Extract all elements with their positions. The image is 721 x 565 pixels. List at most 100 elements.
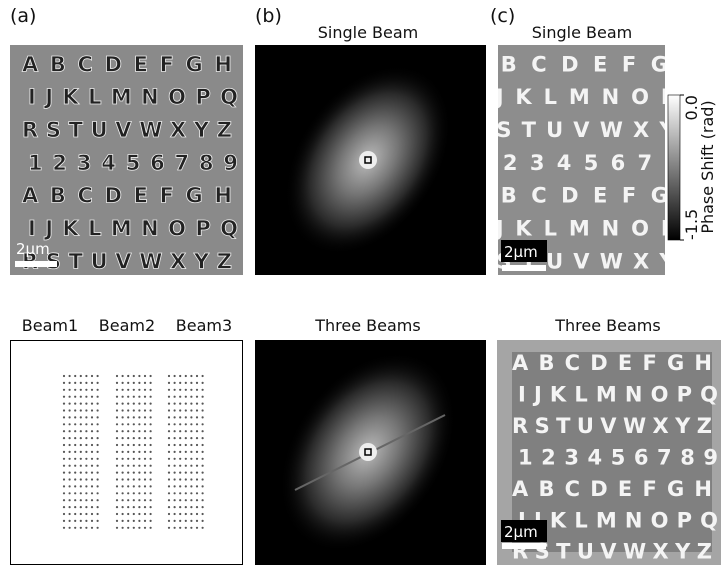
beam-position <box>85 409 87 411</box>
beam-position <box>144 409 146 411</box>
beam-position <box>122 472 124 474</box>
beam-position <box>74 382 76 384</box>
beam-position <box>168 403 170 405</box>
beam-position <box>202 499 204 501</box>
beam-position <box>196 389 198 391</box>
beam-position <box>202 472 204 474</box>
beam-position <box>85 437 87 439</box>
beam-position <box>97 403 99 405</box>
beam-position <box>138 485 140 487</box>
beam-position <box>127 444 129 446</box>
beam-position <box>91 465 93 467</box>
beam-position <box>174 451 176 453</box>
beam-position <box>91 492 93 494</box>
beam-position <box>168 382 170 384</box>
beam-position <box>74 485 76 487</box>
beam-position <box>97 527 99 529</box>
beam-position <box>138 492 140 494</box>
beam-position <box>97 472 99 474</box>
beam-position <box>138 478 140 480</box>
beam-position <box>97 492 99 494</box>
beam-position <box>80 403 82 405</box>
beam-position <box>179 403 181 405</box>
beam-position <box>127 478 129 480</box>
beam-position <box>179 478 181 480</box>
beam-position <box>185 389 187 391</box>
beam-position <box>196 423 198 425</box>
beam-position <box>91 513 93 515</box>
beam-position <box>91 389 93 391</box>
beam-position <box>80 458 82 460</box>
beam-position <box>80 527 82 529</box>
beam-position <box>69 416 71 418</box>
pattern-letters: I J K L M N O P Q <box>518 508 718 532</box>
beam-position <box>74 451 76 453</box>
beam-position <box>144 416 146 418</box>
beam-position <box>190 375 192 377</box>
beam-position <box>202 465 204 467</box>
beam-position <box>168 527 170 529</box>
beam-position <box>97 513 99 515</box>
beam-position <box>116 485 118 487</box>
beam-position <box>127 506 129 508</box>
beam-position <box>202 437 204 439</box>
beam-position <box>144 437 146 439</box>
beam-position <box>168 485 170 487</box>
beam-position <box>202 492 204 494</box>
beam-position <box>63 423 65 425</box>
beam-position <box>190 520 192 522</box>
beam-position <box>85 451 87 453</box>
beam-position <box>138 396 140 398</box>
beam-position <box>144 458 146 460</box>
beam-position <box>202 430 204 432</box>
beam-position <box>116 444 118 446</box>
beam-position <box>196 472 198 474</box>
beam-position <box>196 513 198 515</box>
beam-position <box>185 472 187 474</box>
beam-position <box>122 444 124 446</box>
beam-position <box>85 472 87 474</box>
beam-position <box>138 513 140 515</box>
beam-position <box>69 430 71 432</box>
beam-position <box>150 375 152 377</box>
beam-position <box>185 492 187 494</box>
beam-position <box>185 430 187 432</box>
beam-position <box>196 396 198 398</box>
beam-position <box>138 409 140 411</box>
beam-position <box>74 375 76 377</box>
beam-position <box>122 409 124 411</box>
beam-position <box>190 437 192 439</box>
beam-position <box>196 465 198 467</box>
beam-position <box>202 485 204 487</box>
beam-position <box>174 430 176 432</box>
beam-position <box>144 465 146 467</box>
beam-position <box>190 430 192 432</box>
beam-position <box>127 375 129 377</box>
beam-position <box>85 430 87 432</box>
beam-position <box>116 478 118 480</box>
panel-title: Three Beams <box>314 316 420 335</box>
beam-position <box>63 396 65 398</box>
beam-position <box>127 472 129 474</box>
beam-position <box>144 478 146 480</box>
beam-position <box>190 396 192 398</box>
beam-position <box>174 465 176 467</box>
beam-position <box>133 472 135 474</box>
beam-position <box>80 375 82 377</box>
beam-position <box>150 527 152 529</box>
beam-position <box>174 492 176 494</box>
beam-position <box>116 437 118 439</box>
beam-position <box>133 513 135 515</box>
beam-position <box>202 527 204 529</box>
beam-position <box>168 492 170 494</box>
beam-position <box>190 465 192 467</box>
beam-position <box>85 492 87 494</box>
beam-position <box>133 416 135 418</box>
beam-position <box>174 513 176 515</box>
panel-title: Three Beams <box>554 316 660 335</box>
colorbar <box>668 95 680 240</box>
beam-position <box>97 458 99 460</box>
beam-position <box>202 478 204 480</box>
beam-position <box>91 396 93 398</box>
beam-position <box>133 382 135 384</box>
